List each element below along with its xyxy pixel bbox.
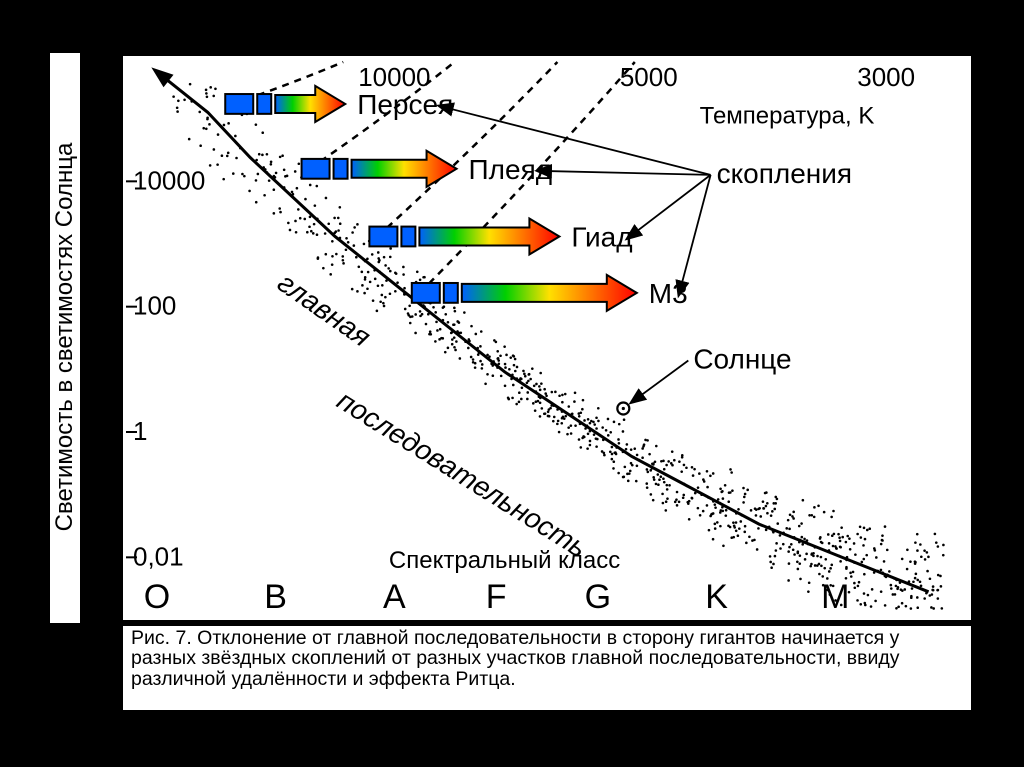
main-sequence-label-1: главная [272,267,376,353]
temp-tick-label: 5000 [620,62,678,92]
spectral-class-label: F [486,578,507,616]
spectral-class-label: K [705,578,728,616]
spectral-class-label: A [383,578,406,616]
axes: 10000500030000,01110010000Спектральный к… [126,62,915,616]
cluster-label: Гиад [571,221,632,252]
cluster-label: Персея [357,89,453,120]
luminosity-tick-label: 0,01 [133,541,184,571]
main-sequence-label-2: последовательность [332,384,593,563]
sun-label: Солнце [693,344,791,375]
spectral-class-label: B [264,578,287,616]
spectral-class-label: O [144,578,170,616]
temp-tick-label: 10000 [358,62,430,92]
clusters-group-label: скопления [717,158,852,189]
luminosity-tick-label: 10000 [133,165,205,195]
plot-area: ПерсеяПлеядГиадM3скопленияТемпература, K… [120,53,974,623]
spectral-class-axis-label: Спектральный класс [389,547,620,574]
temperature-axis-label: Температура, K [700,103,875,130]
spectral-class-label: M [821,578,849,616]
cluster-label: Плеяд [469,154,553,185]
figure-caption: Рис. 7. Отклонение от главной последоват… [120,626,974,713]
figure-container: Светимость в светимостях Солнца Персея Пл… [50,53,974,713]
spectral-class-label: G [585,578,611,616]
temp-tick-label: 3000 [857,62,915,92]
luminosity-tick-label: 100 [133,291,176,321]
plot-svg: ПерсеяПлеядГиадM3скопленияТемпература, K… [123,56,971,620]
y-axis-label-box: Светимость в светимостях Солнца [50,53,80,623]
y-axis-label: Светимость в светимостях Солнца [51,52,79,622]
